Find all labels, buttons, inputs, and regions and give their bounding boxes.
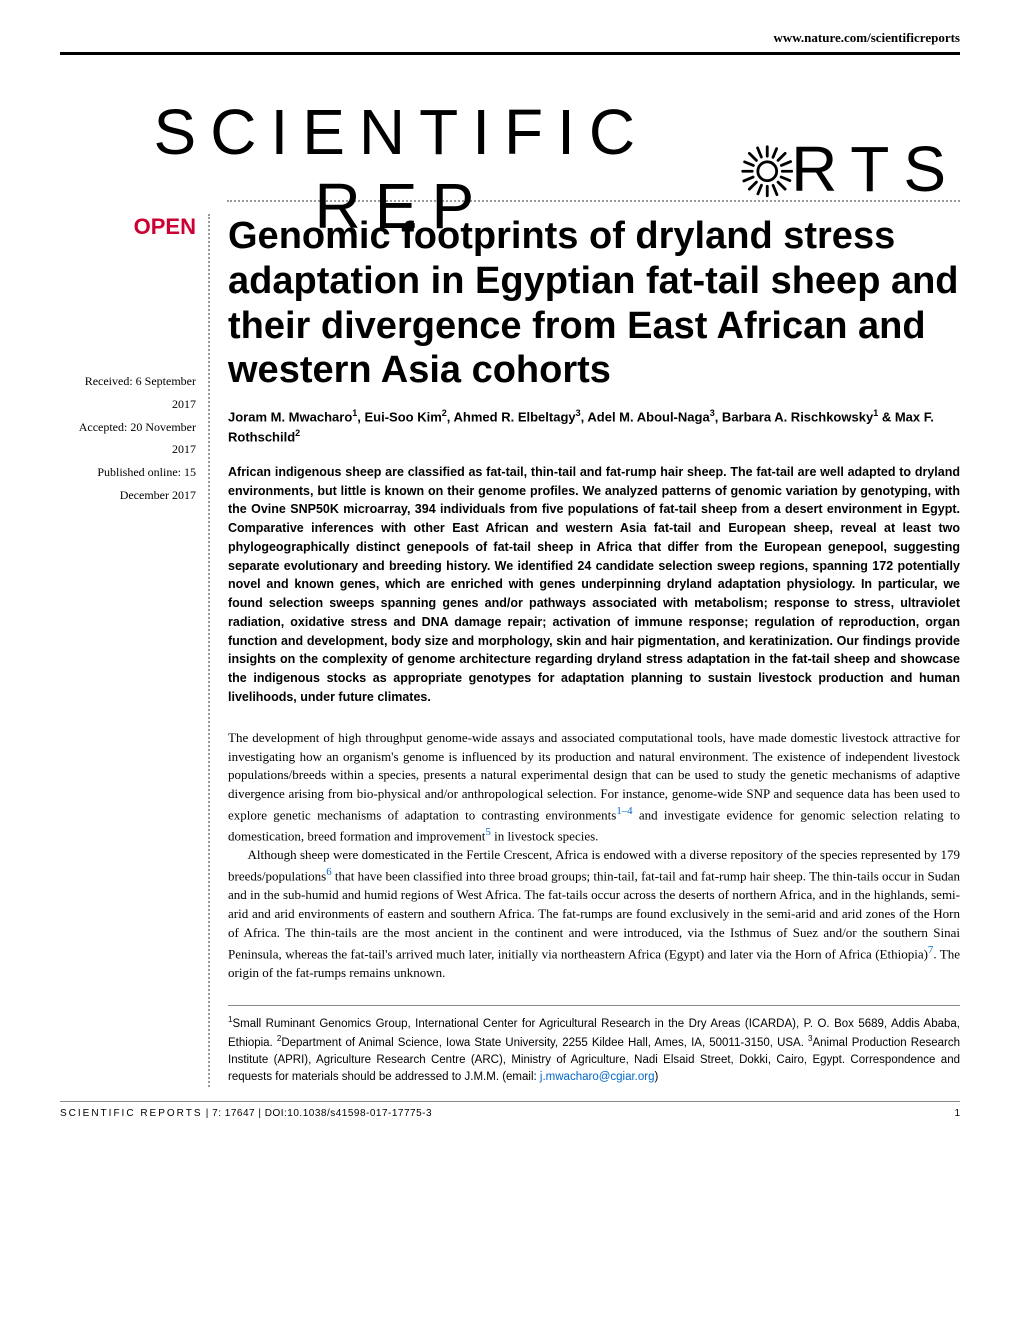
published-date: Published online: 15 December 2017 [60, 461, 196, 507]
page-footer: SCIENTIFIC REPORTS | 7: 17647 | DOI:10.1… [60, 1101, 960, 1119]
affiliations: 1Small Ruminant Genomics Group, Internat… [228, 1005, 960, 1087]
ref-link[interactable]: 1–4 [616, 805, 632, 817]
left-sidebar: OPEN Received: 6 September 2017 Accepted… [60, 214, 210, 1087]
body-text: The development of high throughput genom… [228, 729, 960, 983]
authors-list: Joram M. Mwacharo1, Eui-Soo Kim2, Ahmed … [228, 407, 960, 447]
page-container: www.nature.com/scientificreports SCIENTI… [0, 0, 1020, 1340]
abstract: African indigenous sheep are classified … [228, 463, 960, 707]
main-column: Genomic footprints of dryland stress ada… [228, 214, 960, 1087]
correspondence-email[interactable]: j.mwacharo@cgiar.org [540, 1071, 655, 1083]
received-date: Received: 6 September 2017 [60, 370, 196, 416]
body-paragraph: Although sheep were domesticated in the … [228, 846, 960, 983]
journal-logo: SCIENTIFIC REP [60, 95, 960, 175]
logo-text-post: RTS [791, 132, 960, 206]
gear-icon [739, 140, 795, 198]
logo-text-pre: SCIENTIFIC REP [60, 95, 743, 243]
page-number: 1 [954, 1108, 960, 1119]
body-paragraph: The development of high throughput genom… [228, 729, 960, 847]
site-url[interactable]: www.nature.com/scientificreports [60, 30, 960, 55]
accepted-date: Accepted: 20 November 2017 [60, 416, 196, 462]
footer-citation: SCIENTIFIC REPORTS | 7: 17647 | DOI:10.1… [60, 1108, 432, 1119]
